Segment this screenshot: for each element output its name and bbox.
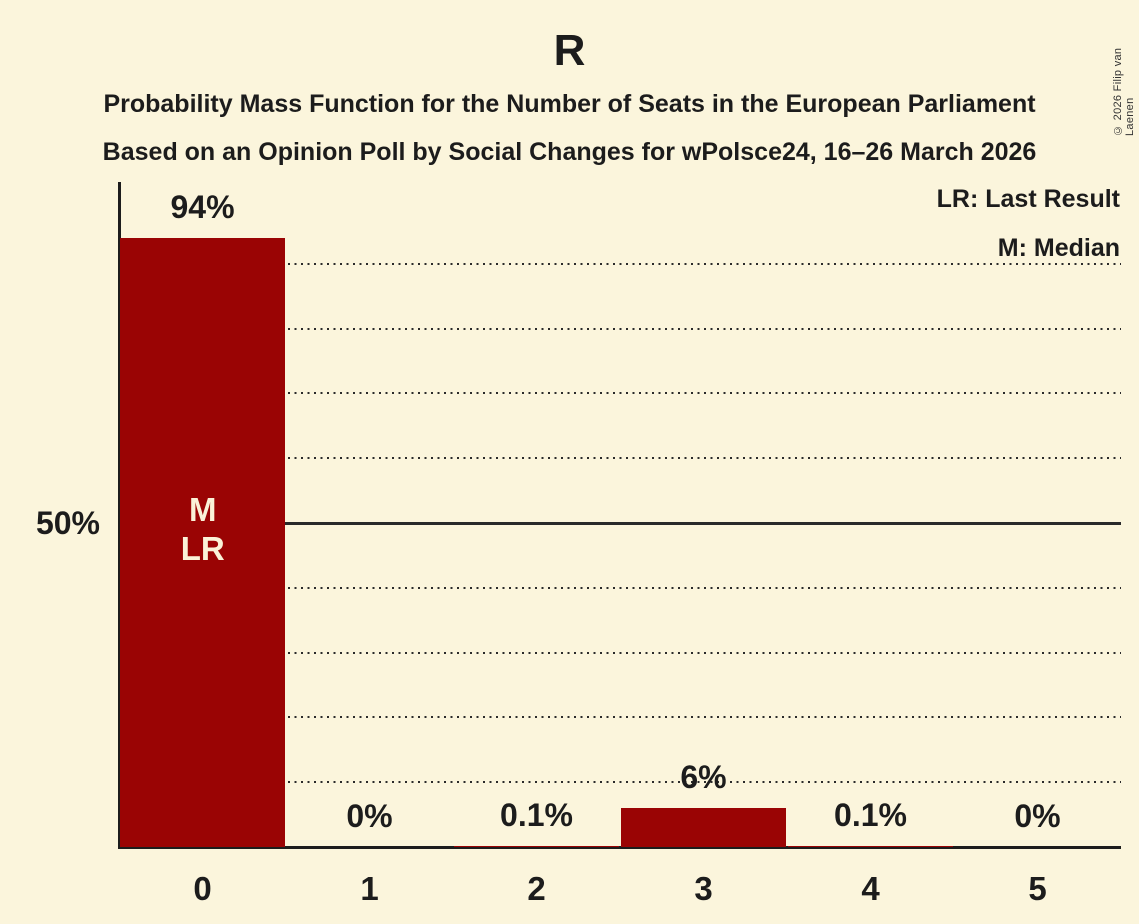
legend-last-result: LR: Last Result	[936, 185, 1120, 213]
gridline-dotted-80	[119, 327, 1121, 330]
gridline-dotted-20	[119, 716, 1121, 719]
bar-seat-0	[119, 238, 286, 847]
gridline-dotted-40	[119, 586, 1121, 589]
gridline-dotted-70	[119, 392, 1121, 395]
value-label-seat-4: 0.1%	[834, 797, 907, 834]
gridline-dotted-10	[119, 781, 1121, 784]
x-tick-label-2: 2	[527, 870, 546, 907]
value-label-seat-0: 94%	[170, 189, 235, 225]
x-tick-label-5: 5	[1028, 870, 1047, 907]
value-label-seat-5: 0%	[1014, 798, 1061, 834]
chart-subtitle-line1: Probability Mass Function for the Number…	[103, 90, 1036, 118]
chart-title: R	[553, 26, 586, 75]
x-axis-line	[117, 845, 1121, 849]
gridline-solid-50	[119, 522, 1121, 526]
value-label-seat-1: 0%	[346, 798, 393, 834]
y-axis-line	[117, 182, 121, 848]
value-label-seat-3: 6%	[680, 759, 727, 796]
median-last-result-label: M LR	[180, 491, 225, 567]
bar-seat-3	[620, 808, 787, 847]
legend-median: M: Median	[997, 234, 1120, 262]
bar-seat-4	[787, 846, 954, 847]
gridline-dotted-60	[119, 457, 1121, 460]
bar-seat-2	[453, 846, 620, 847]
x-tick-label-3: 3	[694, 870, 713, 907]
y-tick-label-50: 50%	[35, 505, 100, 542]
x-tick-label-0: 0	[193, 870, 212, 907]
gridline-dotted-90	[119, 262, 1121, 265]
x-tick-label-4: 4	[861, 870, 880, 907]
x-tick-label-1: 1	[360, 870, 379, 907]
value-label-seat-2: 0.1%	[500, 797, 573, 834]
chart-subtitle-line2: Based on an Opinion Poll by Social Chang…	[102, 138, 1037, 166]
gridline-dotted-30	[119, 651, 1121, 654]
